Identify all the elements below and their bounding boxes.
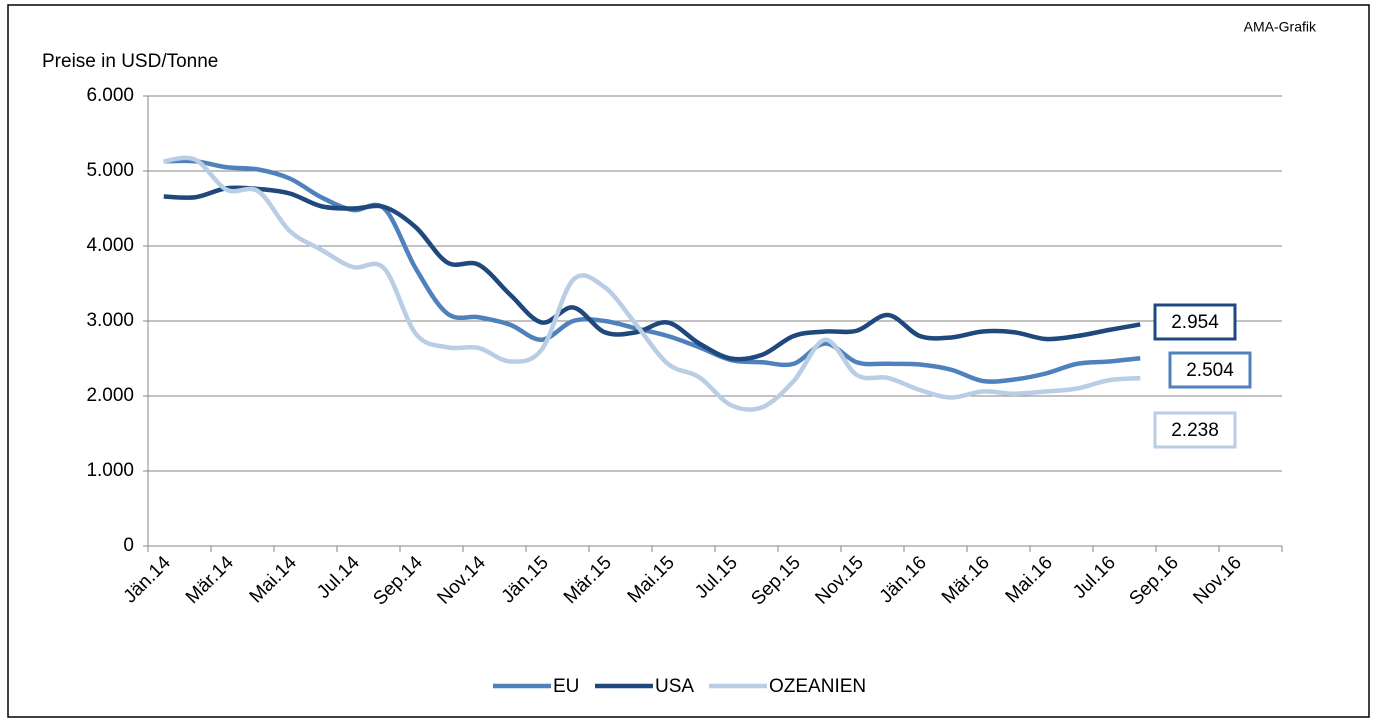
y-tick-label: 5.000 <box>86 160 134 181</box>
value-label: 2.238 <box>1171 420 1219 441</box>
series-line <box>163 155 1141 412</box>
source-note: AMA-Grafik <box>1244 19 1317 35</box>
legend-label: OZEANIEN <box>769 676 866 697</box>
series-line <box>163 158 1141 384</box>
y-tick-label: 2.000 <box>86 385 134 406</box>
value-label-box <box>1153 303 1237 341</box>
y-tick-label: 1.000 <box>86 460 134 481</box>
value-label: 2.954 <box>1171 312 1219 333</box>
series-line <box>163 185 1141 362</box>
y-axis-label: Preise in USD/Tonne <box>42 51 218 72</box>
value-label: 2.504 <box>1186 360 1234 381</box>
chart-frame <box>7 4 1370 718</box>
value-label-box <box>1153 411 1237 449</box>
legend-label: EU <box>553 676 579 697</box>
y-tick-label: 4.000 <box>86 235 134 256</box>
y-tick-label: 6.000 <box>86 85 134 106</box>
y-tick-label: 0 <box>123 535 134 556</box>
y-tick-label: 3.000 <box>86 310 134 331</box>
legend-label: USA <box>655 676 694 697</box>
value-label-box <box>1168 351 1252 389</box>
